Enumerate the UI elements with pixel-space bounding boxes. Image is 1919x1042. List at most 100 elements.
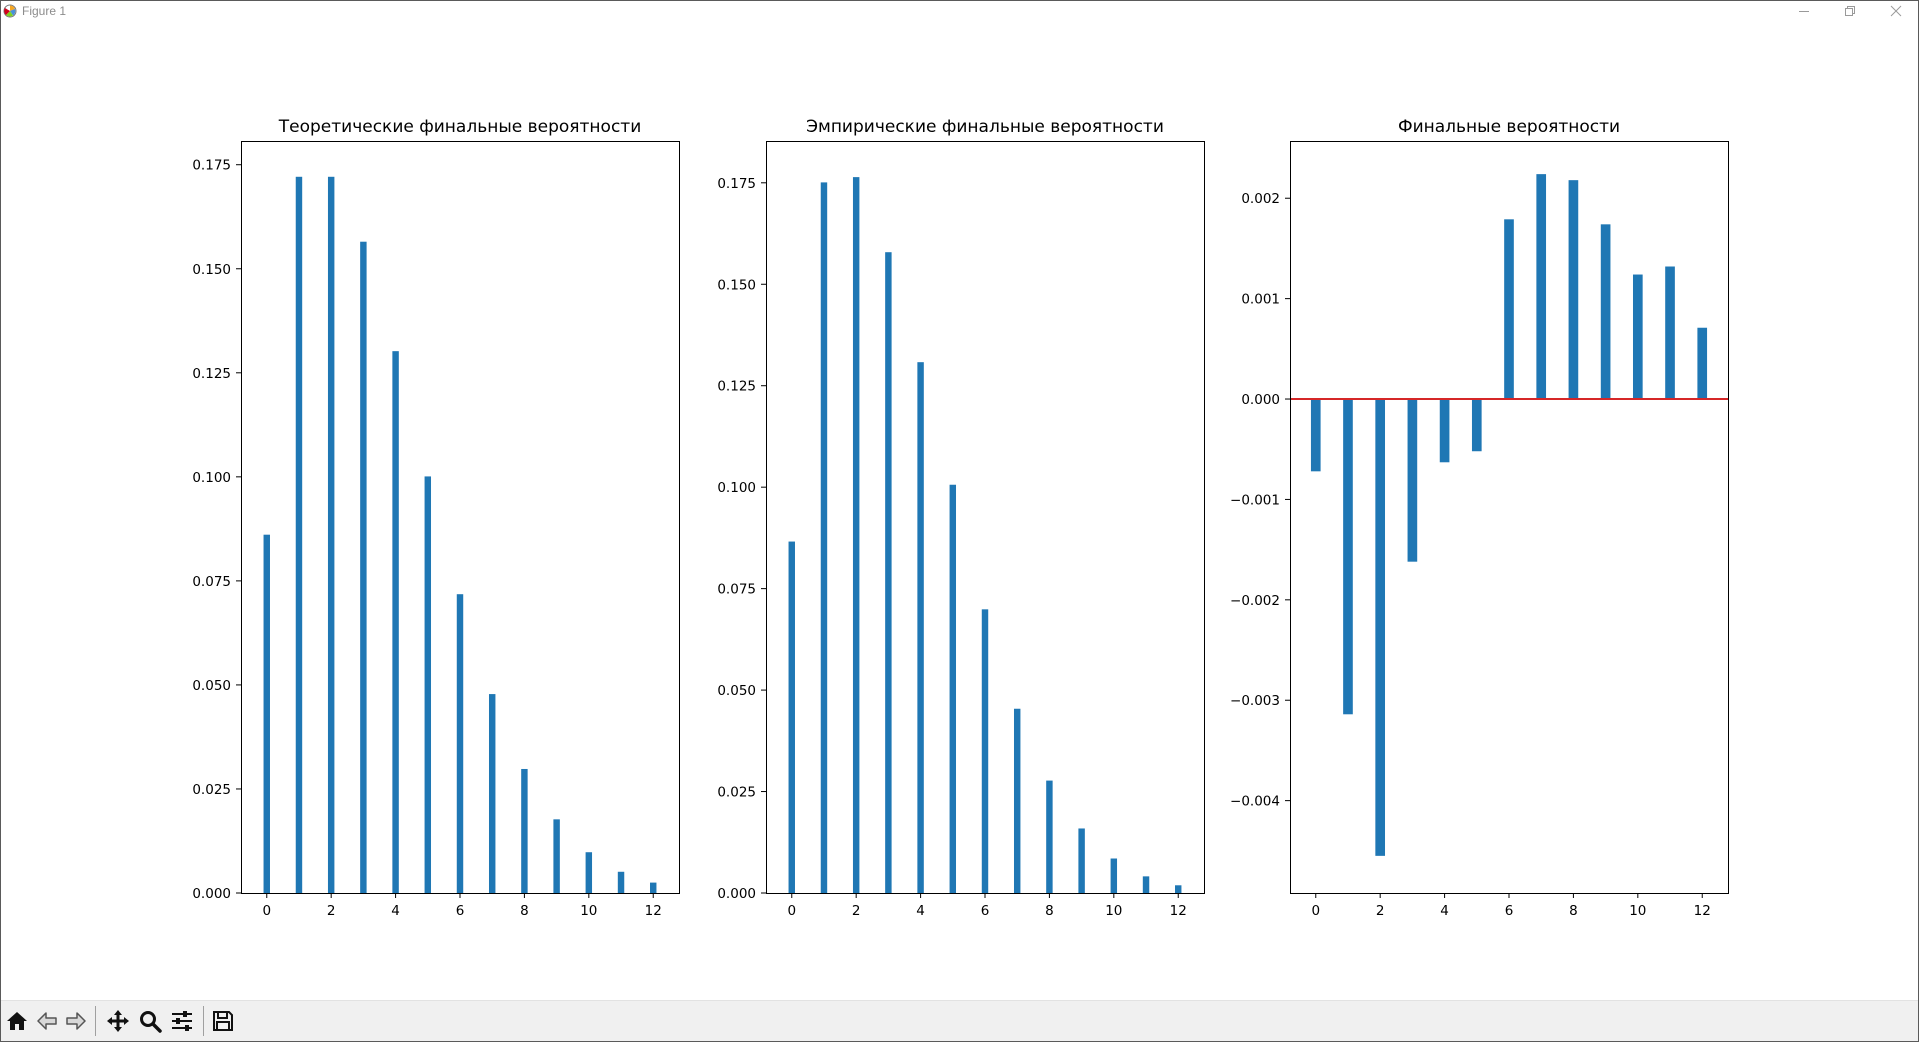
- y-tick-label: 0.100: [717, 480, 756, 496]
- home-button[interactable]: [3, 1007, 31, 1035]
- x-tick-label: 2: [1376, 903, 1385, 919]
- bar-11: [1665, 266, 1675, 400]
- x-tick-label: 0: [1311, 903, 1320, 919]
- y-tick-label: 0.025: [192, 782, 231, 798]
- y-tick-label: 0.075: [192, 574, 231, 590]
- bar-3: [885, 252, 892, 893]
- x-tick-label: 6: [981, 903, 990, 919]
- bar-0: [1310, 399, 1321, 472]
- configure-subplots-button[interactable]: [168, 1007, 196, 1035]
- bar-5: [949, 484, 957, 893]
- x-tick-label: 6: [1505, 903, 1514, 919]
- bar-3: [1407, 399, 1418, 562]
- figure-svg: Теоретические финальные вероятности 0 2 4 6 8…: [192, 117, 1729, 919]
- bar-2: [1375, 399, 1386, 856]
- bar-10: [585, 852, 593, 893]
- zoom-button[interactable]: [136, 1007, 164, 1035]
- bar-11: [1142, 876, 1150, 893]
- y-tick-label: 0.075: [717, 582, 756, 598]
- bar-1: [1343, 399, 1353, 715]
- x-tick-label: 12: [645, 903, 662, 919]
- forward-arrow-icon: [66, 1012, 86, 1030]
- maximize-icon: [1845, 6, 1855, 16]
- pan-button[interactable]: [104, 1007, 132, 1035]
- subplot-1: Теоретические финальные вероятности 0 2 4 6 8…: [192, 117, 680, 919]
- bar-8: [521, 768, 528, 893]
- maximize-button[interactable]: [1827, 0, 1873, 22]
- bar-10: [1110, 858, 1118, 893]
- pan-icon: [107, 1010, 129, 1032]
- bar-1: [295, 176, 303, 894]
- navigation-toolbar: [0, 1000, 1919, 1041]
- y-tick-label: −0.001: [1230, 492, 1280, 508]
- bar-5: [1471, 399, 1482, 452]
- back-button[interactable]: [33, 1007, 61, 1035]
- x-tick-label: 10: [580, 903, 597, 919]
- save-button[interactable]: [209, 1007, 237, 1035]
- minimize-button[interactable]: [1781, 0, 1827, 22]
- y-tick-label: 0.175: [192, 158, 231, 174]
- matplotlib-logo-icon: [3, 4, 17, 18]
- bar-6: [1504, 219, 1514, 400]
- y-tick-label: 0.000: [1241, 392, 1280, 408]
- back-arrow-icon: [37, 1012, 57, 1030]
- subplot-3: Финальные вероятности 0 2 4 6 8 10 12 −0.004 −0.0…: [1230, 117, 1729, 919]
- subplot-title: Теоретические финальные вероятности: [278, 117, 642, 137]
- y-tick-label: −0.003: [1230, 693, 1280, 709]
- y-tick-label: 0.125: [192, 366, 231, 382]
- subplot-title: Финальные вероятности: [1398, 117, 1620, 137]
- subplot-title: Эмпирические финальные вероятности: [806, 117, 1164, 137]
- x-tick-label: 8: [520, 903, 529, 919]
- x-tick-label: 4: [1440, 903, 1449, 919]
- bar-12: [1175, 885, 1182, 893]
- save-icon: [213, 1011, 233, 1031]
- x-tick-label: 10: [1629, 903, 1646, 919]
- y-tick-label: 0.125: [717, 379, 756, 395]
- y-tick-label: −0.004: [1230, 794, 1280, 810]
- x-tick-label: 2: [852, 903, 861, 919]
- bar-6: [981, 609, 989, 893]
- bar-9: [553, 819, 560, 893]
- bar-12: [650, 882, 657, 893]
- toolbar-separator: [203, 1006, 204, 1036]
- y-tick-label: 0.150: [717, 277, 756, 293]
- forward-button[interactable]: [62, 1007, 90, 1035]
- zoom-icon: [140, 1011, 162, 1033]
- bar-8: [1046, 780, 1053, 893]
- bar-0: [788, 541, 795, 893]
- y-tick-label: 0.002: [1241, 191, 1280, 207]
- x-tick-label: 0: [787, 903, 796, 919]
- y-tick-label: 0.000: [717, 886, 756, 902]
- bar-0: [263, 534, 270, 893]
- x-tick-label: 8: [1569, 903, 1578, 919]
- y-tick-label: 0.000: [192, 886, 231, 902]
- y-tick-label: 0.150: [192, 262, 231, 278]
- x-tick-label: 4: [916, 903, 925, 919]
- close-button[interactable]: [1873, 0, 1919, 22]
- y-tick-label: 0.050: [717, 683, 756, 699]
- y-tick-label: 0.001: [1241, 292, 1280, 308]
- bar-2: [852, 177, 860, 893]
- bar-6: [456, 594, 464, 893]
- bar-11: [617, 871, 625, 893]
- x-tick-label: 4: [391, 903, 400, 919]
- subplot-2: Эмпирические финальные вероятности 0 2 4 6 8 1…: [717, 117, 1205, 919]
- x-tick-label: 6: [456, 903, 465, 919]
- y-tick-label: 0.175: [717, 176, 756, 192]
- bar-7: [1013, 708, 1021, 893]
- configure-subplots-icon: [172, 1011, 192, 1031]
- home-icon: [7, 1012, 27, 1030]
- bar-12: [1697, 327, 1708, 400]
- x-tick-label: 10: [1105, 903, 1122, 919]
- bar-9: [1600, 224, 1611, 400]
- y-tick-label: 0.100: [192, 470, 231, 486]
- bar-4: [392, 351, 399, 893]
- bar-8: [1568, 180, 1579, 400]
- minimize-icon: [1799, 11, 1809, 12]
- bar-2: [327, 176, 335, 894]
- bar-9: [1078, 828, 1085, 893]
- figure-canvas[interactable]: Теоретические финальные вероятности 0 2 4 6 8…: [0, 23, 1919, 1000]
- x-tick-label: 0: [262, 903, 271, 919]
- close-icon: [1890, 5, 1902, 17]
- bar-4: [917, 362, 924, 893]
